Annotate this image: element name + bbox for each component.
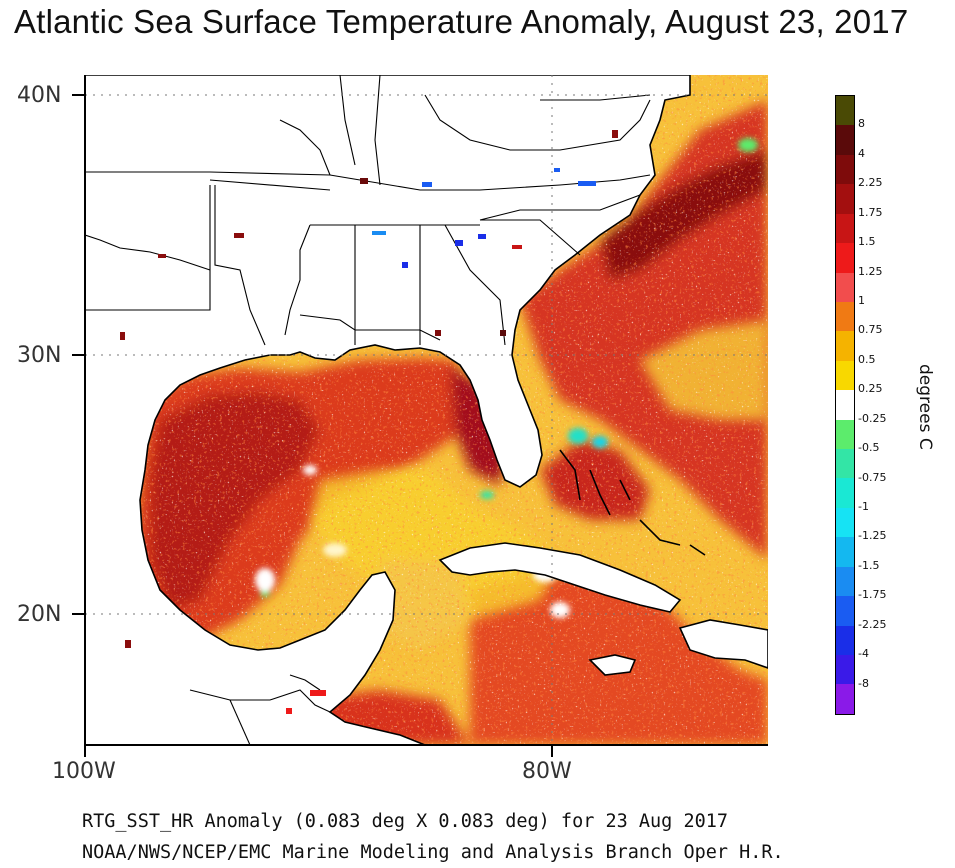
- colorbar-tick-label: -1.25: [858, 529, 887, 543]
- colorbar-tick-label: -1.5: [858, 558, 880, 572]
- colorbar-swatch: [836, 125, 854, 155]
- colorbar-tick-label: -1: [858, 500, 869, 513]
- colorbar-tick-label: -8: [858, 676, 869, 690]
- colorbar-swatch: [836, 684, 854, 714]
- colorbar-swatch: [836, 537, 854, 567]
- graticule: [85, 75, 768, 745]
- colorbar-tick-label: 1.25: [858, 264, 883, 278]
- colorbar-swatch: [836, 566, 854, 597]
- sst-anomaly-map: [72, 75, 768, 757]
- colorbar-swatch: [836, 360, 854, 391]
- colorbar-tick-label: 4: [858, 146, 865, 160]
- colorbar-tick-label: -1.75: [858, 588, 887, 602]
- lon-label-100w: 100W: [52, 759, 116, 784]
- footer-line-2: NOAA/NWS/NCEP/EMC Marine Modeling and An…: [82, 842, 784, 863]
- colorbar-tick-label: 0.25: [858, 382, 883, 396]
- colorbar: [835, 95, 855, 715]
- colorbar-swatch: [836, 301, 854, 332]
- colorbar-tick-label: 1.75: [858, 205, 883, 219]
- colorbar-swatch: [836, 449, 854, 479]
- colorbar-swatch: [836, 390, 854, 420]
- colorbar-tick-label: -0.5: [858, 441, 880, 455]
- colorbar-tick-label: -0.25: [858, 411, 887, 425]
- colorbar-tick-label: 0.5: [858, 352, 876, 366]
- colorbar-swatch: [836, 184, 854, 214]
- land: [85, 75, 768, 745]
- map-title: Atlantic Sea Surface Temperature Anomaly…: [14, 3, 909, 40]
- colorbar-swatch: [836, 213, 854, 244]
- colorbar-tick-label: 1: [858, 294, 865, 307]
- colorbar-tick-label: 8: [858, 117, 865, 131]
- map-axes: [72, 75, 768, 757]
- colorbar-swatch: [836, 272, 854, 302]
- colorbar-unit-label: degrees C: [915, 364, 935, 450]
- colorbar-tick-label: -2.25: [858, 617, 887, 631]
- political-borders: [85, 75, 651, 745]
- hispaniola-island: [678, 619, 768, 669]
- footer-line-1: RTG_SST_HR Anomaly (0.083 deg X 0.083 de…: [82, 811, 729, 832]
- colorbar-tick-label: 2.25: [858, 176, 883, 190]
- colorbar-tick-label: -4: [858, 647, 869, 661]
- colorbar-swatch: [836, 507, 854, 538]
- colorbar-tick-label: 0.75: [858, 323, 883, 337]
- north-america-land: [85, 75, 691, 745]
- lon-label-80w: 80W: [522, 759, 572, 784]
- colorbar-tick-label: -0.75: [858, 470, 887, 484]
- colorbar-swatch: [836, 331, 854, 361]
- colorbar-swatch: [836, 625, 854, 656]
- inland-lakes: [120, 130, 618, 714]
- jamaica-island: [588, 654, 637, 676]
- colorbar-swatch: [836, 419, 854, 450]
- colorbar-tick-label: 1.5: [858, 235, 876, 249]
- cuba-island: [438, 542, 682, 613]
- colorbar-swatch: [836, 596, 854, 626]
- colorbar-swatch: [836, 478, 854, 508]
- colorbar-swatch: [836, 96, 854, 126]
- colorbar-swatch: [836, 655, 854, 685]
- bahamas-islands: [559, 449, 706, 556]
- lat-label-20n: 20N: [17, 602, 62, 627]
- lat-label-40n: 40N: [17, 83, 62, 108]
- colorbar-swatch: [836, 243, 854, 273]
- colorbar-swatch: [836, 154, 854, 185]
- lat-label-30n: 30N: [17, 343, 62, 368]
